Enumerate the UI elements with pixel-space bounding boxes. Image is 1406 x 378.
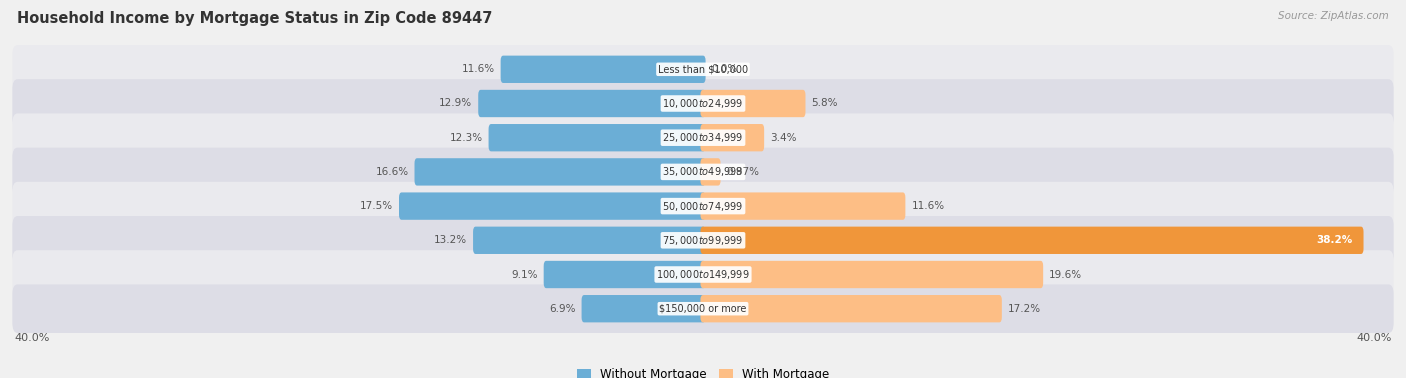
FancyBboxPatch shape <box>700 90 806 117</box>
FancyBboxPatch shape <box>488 124 706 151</box>
Text: 13.2%: 13.2% <box>434 235 467 245</box>
FancyBboxPatch shape <box>700 124 763 151</box>
FancyBboxPatch shape <box>501 56 706 83</box>
Text: 6.9%: 6.9% <box>550 304 575 314</box>
FancyBboxPatch shape <box>582 295 706 322</box>
Legend: Without Mortgage, With Mortgage: Without Mortgage, With Mortgage <box>576 368 830 378</box>
Text: 11.6%: 11.6% <box>461 64 495 74</box>
FancyBboxPatch shape <box>700 192 905 220</box>
FancyBboxPatch shape <box>700 227 1364 254</box>
Text: 9.1%: 9.1% <box>512 270 537 279</box>
FancyBboxPatch shape <box>700 295 1002 322</box>
FancyBboxPatch shape <box>415 158 706 186</box>
Text: 12.3%: 12.3% <box>450 133 482 143</box>
Text: $25,000 to $34,999: $25,000 to $34,999 <box>662 131 744 144</box>
Text: 38.2%: 38.2% <box>1316 235 1353 245</box>
FancyBboxPatch shape <box>472 227 706 254</box>
FancyBboxPatch shape <box>13 79 1393 128</box>
Text: $50,000 to $74,999: $50,000 to $74,999 <box>662 200 744 212</box>
Text: Household Income by Mortgage Status in Zip Code 89447: Household Income by Mortgage Status in Z… <box>17 11 492 26</box>
Text: 17.2%: 17.2% <box>1008 304 1040 314</box>
Text: 3.4%: 3.4% <box>770 133 797 143</box>
FancyBboxPatch shape <box>700 158 720 186</box>
FancyBboxPatch shape <box>700 261 1043 288</box>
Text: 12.9%: 12.9% <box>439 99 472 108</box>
Text: 40.0%: 40.0% <box>14 333 49 342</box>
Text: 11.6%: 11.6% <box>911 201 945 211</box>
Text: 0.0%: 0.0% <box>711 64 738 74</box>
FancyBboxPatch shape <box>13 182 1393 230</box>
FancyBboxPatch shape <box>13 148 1393 196</box>
Text: $10,000 to $24,999: $10,000 to $24,999 <box>662 97 744 110</box>
Text: Source: ZipAtlas.com: Source: ZipAtlas.com <box>1278 11 1389 21</box>
FancyBboxPatch shape <box>399 192 706 220</box>
Text: $100,000 to $149,999: $100,000 to $149,999 <box>657 268 749 281</box>
Text: $75,000 to $99,999: $75,000 to $99,999 <box>662 234 744 247</box>
Text: 16.6%: 16.6% <box>375 167 409 177</box>
Text: 19.6%: 19.6% <box>1049 270 1083 279</box>
FancyBboxPatch shape <box>478 90 706 117</box>
Text: Less than $10,000: Less than $10,000 <box>658 64 748 74</box>
FancyBboxPatch shape <box>13 284 1393 333</box>
FancyBboxPatch shape <box>13 45 1393 94</box>
Text: 0.87%: 0.87% <box>727 167 759 177</box>
Text: $35,000 to $49,999: $35,000 to $49,999 <box>662 166 744 178</box>
Text: 5.8%: 5.8% <box>811 99 838 108</box>
FancyBboxPatch shape <box>13 113 1393 162</box>
Text: 40.0%: 40.0% <box>1357 333 1392 342</box>
FancyBboxPatch shape <box>13 216 1393 265</box>
Text: $150,000 or more: $150,000 or more <box>659 304 747 314</box>
FancyBboxPatch shape <box>13 250 1393 299</box>
Text: 17.5%: 17.5% <box>360 201 392 211</box>
FancyBboxPatch shape <box>544 261 706 288</box>
